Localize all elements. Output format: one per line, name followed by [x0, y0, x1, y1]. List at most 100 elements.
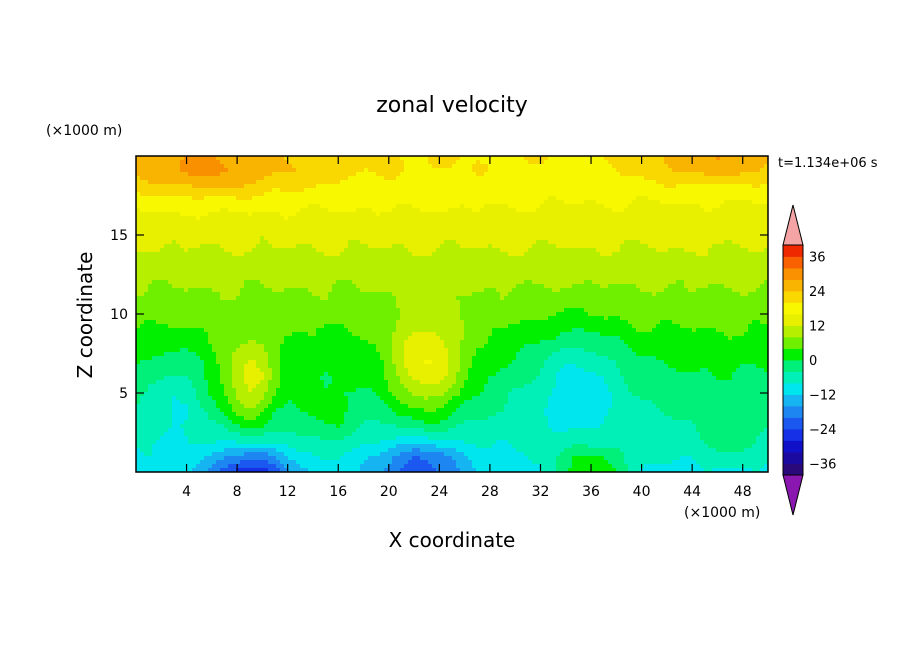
field-cell — [396, 172, 401, 177]
field-cell — [564, 204, 569, 209]
field-cell — [216, 264, 221, 269]
field-cell — [452, 212, 457, 217]
field-cell — [196, 204, 201, 209]
field-cell — [584, 200, 589, 205]
field-cell — [320, 176, 325, 181]
field-cell — [708, 256, 713, 261]
field-cell — [644, 192, 649, 197]
field-cell — [572, 180, 577, 185]
field-cell — [136, 208, 141, 213]
field-cell — [384, 268, 389, 273]
field-cell — [672, 216, 677, 221]
field-cell — [720, 168, 725, 173]
field-cell — [184, 212, 189, 217]
field-cell — [156, 200, 161, 205]
field-cell — [604, 260, 609, 265]
field-cell — [656, 220, 661, 225]
field-cell — [268, 240, 273, 245]
field-cell — [220, 216, 225, 221]
field-cell — [284, 156, 289, 161]
field-cell — [704, 212, 709, 217]
field-cell — [492, 180, 497, 185]
field-cell — [168, 260, 173, 265]
field-cell — [228, 200, 233, 205]
field-cell — [680, 204, 685, 209]
field-cell — [508, 252, 513, 257]
field-cell — [488, 200, 493, 205]
field-cell — [472, 168, 477, 173]
field-cell — [652, 256, 657, 261]
field-cell — [372, 208, 377, 213]
field-cell — [680, 200, 685, 205]
field-cell — [712, 232, 717, 237]
field-cell — [224, 280, 229, 285]
field-cell — [368, 244, 373, 249]
field-cell — [296, 160, 301, 165]
field-cell — [696, 204, 701, 209]
field-cell — [276, 244, 281, 249]
field-cell — [464, 272, 469, 277]
field-cell — [164, 204, 169, 209]
field-cell — [244, 160, 249, 165]
field-cell — [304, 220, 309, 225]
field-cell — [256, 184, 261, 189]
field-cell — [312, 220, 317, 225]
field-cell — [216, 156, 221, 161]
field-cell — [288, 232, 293, 237]
field-cell — [268, 204, 273, 209]
field-cell — [464, 184, 469, 189]
field-cell — [596, 244, 601, 249]
field-cell — [480, 172, 485, 177]
field-cell — [420, 220, 425, 225]
field-cell — [160, 272, 165, 277]
field-cell — [348, 248, 353, 253]
field-cell — [328, 268, 333, 273]
field-cell — [564, 256, 569, 261]
field-cell — [224, 192, 229, 197]
field-cell — [460, 188, 465, 193]
field-cell — [696, 216, 701, 221]
field-cell — [480, 168, 485, 173]
field-cell — [232, 228, 237, 233]
field-cell — [552, 240, 557, 245]
field-cell — [356, 184, 361, 189]
field-cell — [708, 184, 713, 189]
field-cell — [700, 172, 705, 177]
field-cell — [492, 176, 497, 181]
field-cell — [456, 260, 461, 265]
field-cell — [636, 168, 641, 173]
field-cell — [708, 180, 713, 185]
field-cell — [620, 156, 625, 161]
field-cell — [184, 196, 189, 201]
field-cell — [248, 220, 253, 225]
field-cell — [380, 272, 385, 277]
field-cell — [724, 268, 729, 273]
field-cell — [736, 248, 741, 253]
field-cell — [488, 272, 493, 277]
field-cell — [520, 224, 525, 229]
field-cell — [608, 252, 613, 257]
field-cell — [348, 176, 353, 181]
field-cell — [236, 232, 241, 237]
field-cell — [240, 184, 245, 189]
field-cell — [504, 272, 509, 277]
field-cell — [372, 200, 377, 205]
field-cell — [136, 156, 141, 161]
field-cell — [716, 228, 721, 233]
field-cell — [680, 260, 685, 265]
field-cell — [576, 220, 581, 225]
field-cell — [296, 164, 301, 169]
field-cell — [268, 268, 273, 273]
field-cell — [436, 200, 441, 205]
field-cell — [188, 184, 193, 189]
field-cell — [256, 172, 261, 177]
field-cell — [312, 176, 317, 181]
field-cell — [496, 256, 501, 261]
field-cell — [764, 268, 769, 273]
field-cell — [228, 240, 233, 245]
field-cell — [712, 268, 717, 273]
field-cell — [424, 160, 429, 165]
field-cell — [296, 224, 301, 229]
field-cell — [384, 228, 389, 233]
field-cell — [308, 268, 313, 273]
